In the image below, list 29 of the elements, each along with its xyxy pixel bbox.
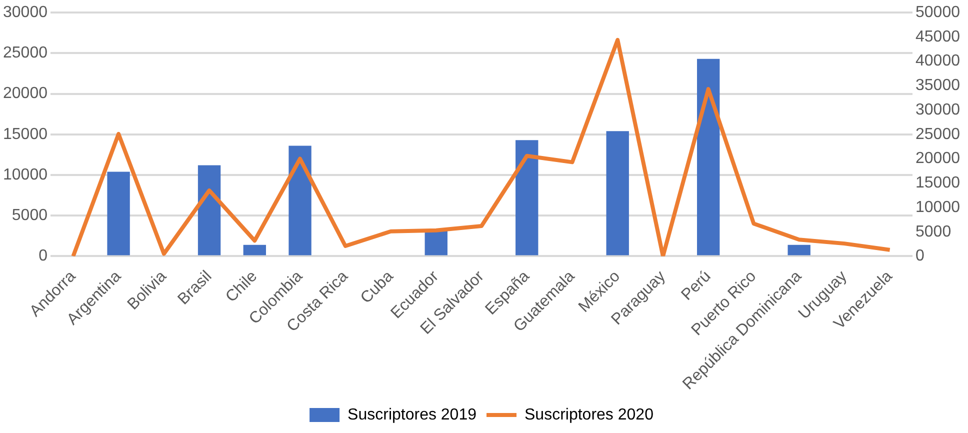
y-tick-label: 15000 [2, 126, 48, 143]
y-tick-label: 0 [38, 248, 48, 265]
y-tick-label: 5000 [12, 207, 48, 224]
y2-tick-label: 5000 [916, 223, 952, 240]
bar [198, 165, 221, 256]
y2-tick-label: 0 [916, 248, 925, 265]
y-tick-label: 25000 [2, 44, 48, 62]
bar [606, 131, 629, 256]
legend-label: Suscriptores 2019 [348, 406, 477, 424]
y2-tick-label: 30000 [916, 101, 960, 118]
bar [697, 58, 720, 256]
y2-tick-label: 15000 [916, 174, 960, 192]
legend-label: Suscriptores 2020 [524, 406, 654, 424]
y2-tick-label: 45000 [916, 28, 960, 46]
bar [516, 140, 538, 256]
y2-tick-label: 50000 [916, 4, 960, 22]
y2-tick-label: 25000 [916, 126, 960, 143]
bar [243, 244, 266, 256]
bar [288, 146, 312, 256]
y2-tick-label: 35000 [916, 77, 960, 94]
y2-tick-label: 20000 [916, 150, 960, 168]
y-tick-label: 10000 [2, 166, 48, 184]
bar [424, 231, 448, 256]
y-tick-label: 20000 [2, 85, 48, 102]
y2-tick-label: 10000 [916, 198, 960, 216]
bar [788, 244, 810, 256]
y-tick-label: 30000 [2, 4, 48, 22]
bar [107, 172, 130, 256]
y2-tick-label: 40000 [916, 52, 960, 70]
